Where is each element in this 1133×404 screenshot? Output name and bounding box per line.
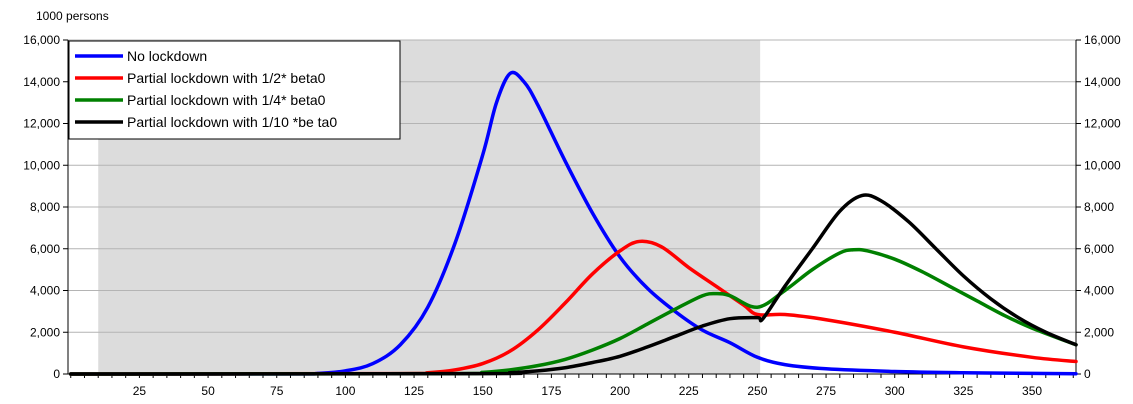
y-tick-label-right: 4,000 <box>1084 284 1114 298</box>
x-tick-label: 225 <box>679 384 699 398</box>
legend-box <box>68 40 401 140</box>
legend: No lockdown Partial lockdown with 1/2* be… <box>68 40 401 140</box>
axes: 0 0 2,000 2,000 4,000 4,000 6,000 6,000 8,000 8,0… <box>23 33 1121 398</box>
series-line-1 <box>69 70 1078 376</box>
y-tick-label-right: 14,000 <box>1084 75 1121 89</box>
x-tick-label: 200 <box>610 384 630 398</box>
y-tick-label-right: 2,000 <box>1084 325 1114 339</box>
y-tick-label-left: 6,000 <box>30 242 60 256</box>
y-tick-label-left: 8,000 <box>30 200 60 214</box>
y-tick-label-left: 16,000 <box>23 33 60 47</box>
y-tick-label-left: 12,000 <box>23 117 60 131</box>
legend-label-3: Partial lockdown with 1/4* beta0 <box>127 92 326 108</box>
y-tick-label-right: 8,000 <box>1084 200 1114 214</box>
series-line-4 <box>69 193 1078 376</box>
y-tick-label-right: 12,000 <box>1084 117 1121 131</box>
series-lines <box>69 70 1078 376</box>
x-tick-label: 75 <box>270 384 284 398</box>
x-tick-label: 100 <box>335 384 355 398</box>
x-tick-label: 300 <box>885 384 905 398</box>
legend-label-4: Partial lockdown with 1/10 *be ta0 <box>127 114 337 130</box>
series-line-3 <box>69 247 1078 376</box>
gridlines <box>68 39 1076 333</box>
y-tick-label-right: 10,000 <box>1084 158 1121 172</box>
y-tick-label-right: 16,000 <box>1084 33 1121 47</box>
y-tick-label-left: 4,000 <box>30 284 60 298</box>
y-tick-label-right: 0 <box>1084 367 1091 381</box>
x-tick-label: 125 <box>404 384 424 398</box>
x-tick-label: 350 <box>1022 384 1042 398</box>
x-tick-label: 250 <box>747 384 767 398</box>
y-axis-unit-label: 1000 persons <box>36 9 109 23</box>
y-tick-label-right: 6,000 <box>1084 242 1114 256</box>
legend-label-2: Partial lockdown with 1/2* beta0 <box>127 70 326 86</box>
x-tick-label: 150 <box>473 384 493 398</box>
y-tick-label-left: 14,000 <box>23 75 60 89</box>
x-tick-label: 175 <box>541 384 561 398</box>
y-tick-label-left: 10,000 <box>23 158 60 172</box>
x-tick-label: 50 <box>201 384 215 398</box>
x-tick-label: 25 <box>133 384 147 398</box>
y-tick-label-left: 0 <box>53 367 60 381</box>
legend-label-1: No lockdown <box>127 48 207 64</box>
x-tick-label: 325 <box>953 384 973 398</box>
y-tick-label-left: 2,000 <box>30 325 60 339</box>
x-tick-label: 275 <box>816 384 836 398</box>
